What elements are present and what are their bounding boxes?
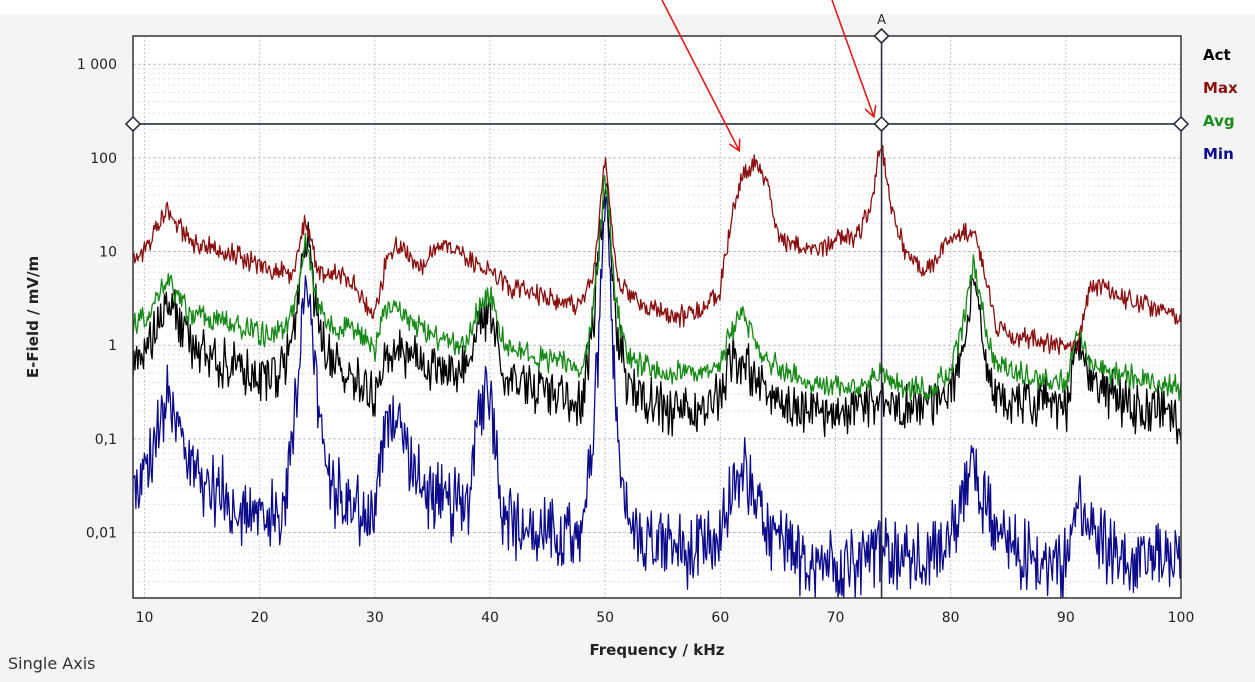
top-strip	[0, 0, 1255, 14]
y-tick-label: 0,1	[95, 432, 117, 448]
y-tick-label: 10	[99, 245, 117, 261]
y-tick-label: 1	[108, 338, 117, 354]
series-lines	[133, 144, 1181, 598]
x-tick-label: 40	[481, 610, 499, 626]
x-tick-label: 60	[711, 610, 729, 626]
annotation-arrow	[831, 0, 874, 116]
cursor-marker[interactable]: A	[124, 13, 1190, 598]
view-mode-label: Single Axis	[8, 654, 96, 673]
y-axis-title: E-Field / mV/m	[24, 256, 42, 378]
legend-item-max: Max	[1203, 79, 1238, 97]
x-tick-label: 90	[1057, 610, 1075, 626]
legend-item-avg: Avg	[1203, 112, 1235, 130]
series-line-act	[133, 181, 1181, 445]
x-tick-label: 100	[1168, 610, 1195, 626]
grid-lines	[133, 35, 1182, 599]
y-tick-label: 0,01	[86, 526, 117, 542]
marker-handle[interactable]	[1172, 115, 1190, 133]
marker-label: A	[877, 13, 886, 28]
axis-ticks: 10 20 30 40 50 60 70 80 90 100 0,01 0,1 1 10 100 1 000	[77, 57, 1194, 626]
legend: Act Max Avg Min	[1203, 46, 1238, 163]
x-tick-label: 20	[251, 610, 269, 626]
annotation-arrows	[661, 0, 874, 150]
x-tick-label: 30	[366, 610, 384, 626]
y-tick-label: 100	[90, 151, 117, 167]
plot-border	[132, 35, 1182, 599]
legend-item-act: Act	[1203, 46, 1231, 64]
marker-handle[interactable]	[124, 115, 142, 133]
marker-handle[interactable]	[873, 27, 890, 45]
x-tick-label: 70	[827, 610, 845, 626]
marker-handle[interactable]	[873, 115, 890, 133]
series-line-min	[133, 196, 1181, 598]
x-axis-title: Frequency / kHz	[590, 641, 725, 659]
x-tick-label: 80	[942, 610, 960, 626]
y-tick-label: 1 000	[77, 57, 117, 73]
annotation-arrow	[661, 0, 739, 150]
x-tick-label: 50	[596, 610, 614, 626]
series-line-avg	[133, 174, 1181, 402]
legend-item-min: Min	[1203, 145, 1234, 163]
x-tick-label: 10	[136, 610, 154, 626]
series-line-max	[133, 144, 1181, 355]
